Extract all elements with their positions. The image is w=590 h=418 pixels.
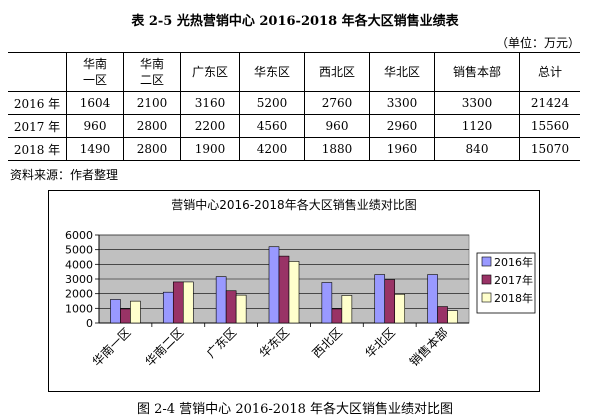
y-tick-label: 0 xyxy=(86,317,93,330)
bar xyxy=(321,282,333,324)
table-cell: 3300 xyxy=(434,91,520,115)
table-cell: 4200 xyxy=(239,137,305,161)
x-tick-label: 华南二区 xyxy=(142,325,187,370)
table-cell: 2960 xyxy=(369,114,435,138)
y-tick-label: 6000 xyxy=(65,229,93,242)
table-cell: 1960 xyxy=(369,137,435,161)
header-cell: 销售本部 xyxy=(434,52,520,92)
header-cell: 广东区 xyxy=(180,52,240,92)
bar xyxy=(225,290,237,324)
table-cell: 2800 xyxy=(123,114,181,138)
table-cell: 840 xyxy=(434,137,520,161)
table-header-row: 华南 一区 华南 二区 广东区 华东区 西北区 华北区 销售本部 总计 xyxy=(8,52,580,92)
table-cell: 2100 xyxy=(123,91,181,115)
row-year: 2018 年 xyxy=(8,137,67,161)
header-cell: 总计 xyxy=(519,52,580,92)
x-tick-label: 华南一区 xyxy=(89,325,134,370)
y-tick-label: 3000 xyxy=(65,273,93,286)
table-row: 2016 年 1604 2100 3160 5200 2760 3300 330… xyxy=(8,91,580,115)
bar xyxy=(110,299,121,324)
figure-caption: 图 2-4 营销中心 2016-2018 年各大区销售业绩对比图 xyxy=(136,402,454,417)
table-cell: 2800 xyxy=(123,137,181,161)
legend-swatch xyxy=(481,292,492,303)
bar xyxy=(394,293,406,324)
legend-swatch xyxy=(481,256,492,267)
table-cell: 1604 xyxy=(66,91,124,115)
table-cell: 5200 xyxy=(239,91,305,115)
table-cell: 1900 xyxy=(180,137,240,161)
bar xyxy=(374,274,386,324)
table-cell: 21424 xyxy=(519,91,580,115)
table-cell: 3160 xyxy=(180,91,240,115)
legend-label: 2017年 xyxy=(494,273,533,287)
table-cell: 1880 xyxy=(304,137,370,161)
unit-note: （单位：万元） xyxy=(495,36,580,50)
y-tick-label: 2000 xyxy=(65,288,93,301)
table-cell: 15070 xyxy=(519,137,580,161)
table-cell: 3300 xyxy=(369,91,435,115)
bar xyxy=(182,281,194,324)
source-note: 资料来源：作者整理 xyxy=(10,168,119,182)
bar xyxy=(341,295,353,324)
bar xyxy=(447,310,458,324)
bar xyxy=(235,294,247,324)
table-cell: 4560 xyxy=(239,114,305,138)
table-cell: 960 xyxy=(66,114,124,138)
row-year: 2017 年 xyxy=(8,114,67,138)
legend-label: 2016年 xyxy=(494,255,533,269)
legend-label: 2018年 xyxy=(494,291,533,305)
table-cell: 2200 xyxy=(180,114,240,138)
bar xyxy=(278,255,290,324)
bar xyxy=(268,246,280,324)
table-cell: 960 xyxy=(304,114,370,138)
bar xyxy=(384,279,396,324)
bar xyxy=(215,276,227,324)
x-tick-label: 西北区 xyxy=(310,325,345,360)
x-tick-label: 广东区 xyxy=(204,325,239,360)
table-row: 2017 年 960 2800 2200 4560 960 2960 1120 … xyxy=(8,114,580,138)
bar xyxy=(288,261,300,324)
y-tick-label: 5000 xyxy=(65,244,93,257)
header-cell: 华北区 xyxy=(369,52,435,92)
bar-chart: 营销中心2016-2018年各大区销售业绩对比图 0 1000 2000 3000 400… xyxy=(48,190,540,392)
bar xyxy=(162,291,174,324)
bar xyxy=(437,306,448,324)
legend-swatch xyxy=(481,274,492,285)
header-cell: 华南 二区 xyxy=(123,52,181,92)
header-cell: 华东区 xyxy=(239,52,305,92)
table-cell: 15560 xyxy=(519,114,580,138)
table-row: 2018 年 1490 2800 1900 4200 1880 1960 840… xyxy=(8,137,580,161)
y-tick-label: 4000 xyxy=(65,258,93,271)
header-cell: 华南 一区 xyxy=(66,52,124,92)
table-cell: 1120 xyxy=(434,114,520,138)
x-tick-label: 华东区 xyxy=(257,325,292,360)
table-title: 表 2-5 光热营销中心 2016-2018 年各大区销售业绩表 xyxy=(131,14,459,29)
bar xyxy=(331,308,343,324)
header-cell-corner xyxy=(8,52,67,92)
bar xyxy=(427,274,438,324)
bar xyxy=(120,308,131,324)
x-tick-label: 华北区 xyxy=(362,325,397,360)
table-cell: 1490 xyxy=(66,137,124,161)
bar xyxy=(130,300,141,324)
table-cell: 2760 xyxy=(304,91,370,115)
header-cell: 西北区 xyxy=(304,52,370,92)
chart-title: 营销中心2016-2018年各大区销售业绩对比图 xyxy=(171,197,416,212)
bar xyxy=(172,281,184,324)
sales-table: 华南 一区 华南 二区 广东区 华东区 西北区 华北区 销售本部 总计 2016 年… xyxy=(8,52,580,161)
x-tick-label: 销售本部 xyxy=(406,325,451,370)
row-year: 2016 年 xyxy=(8,91,67,115)
y-tick-label: 1000 xyxy=(65,302,93,315)
